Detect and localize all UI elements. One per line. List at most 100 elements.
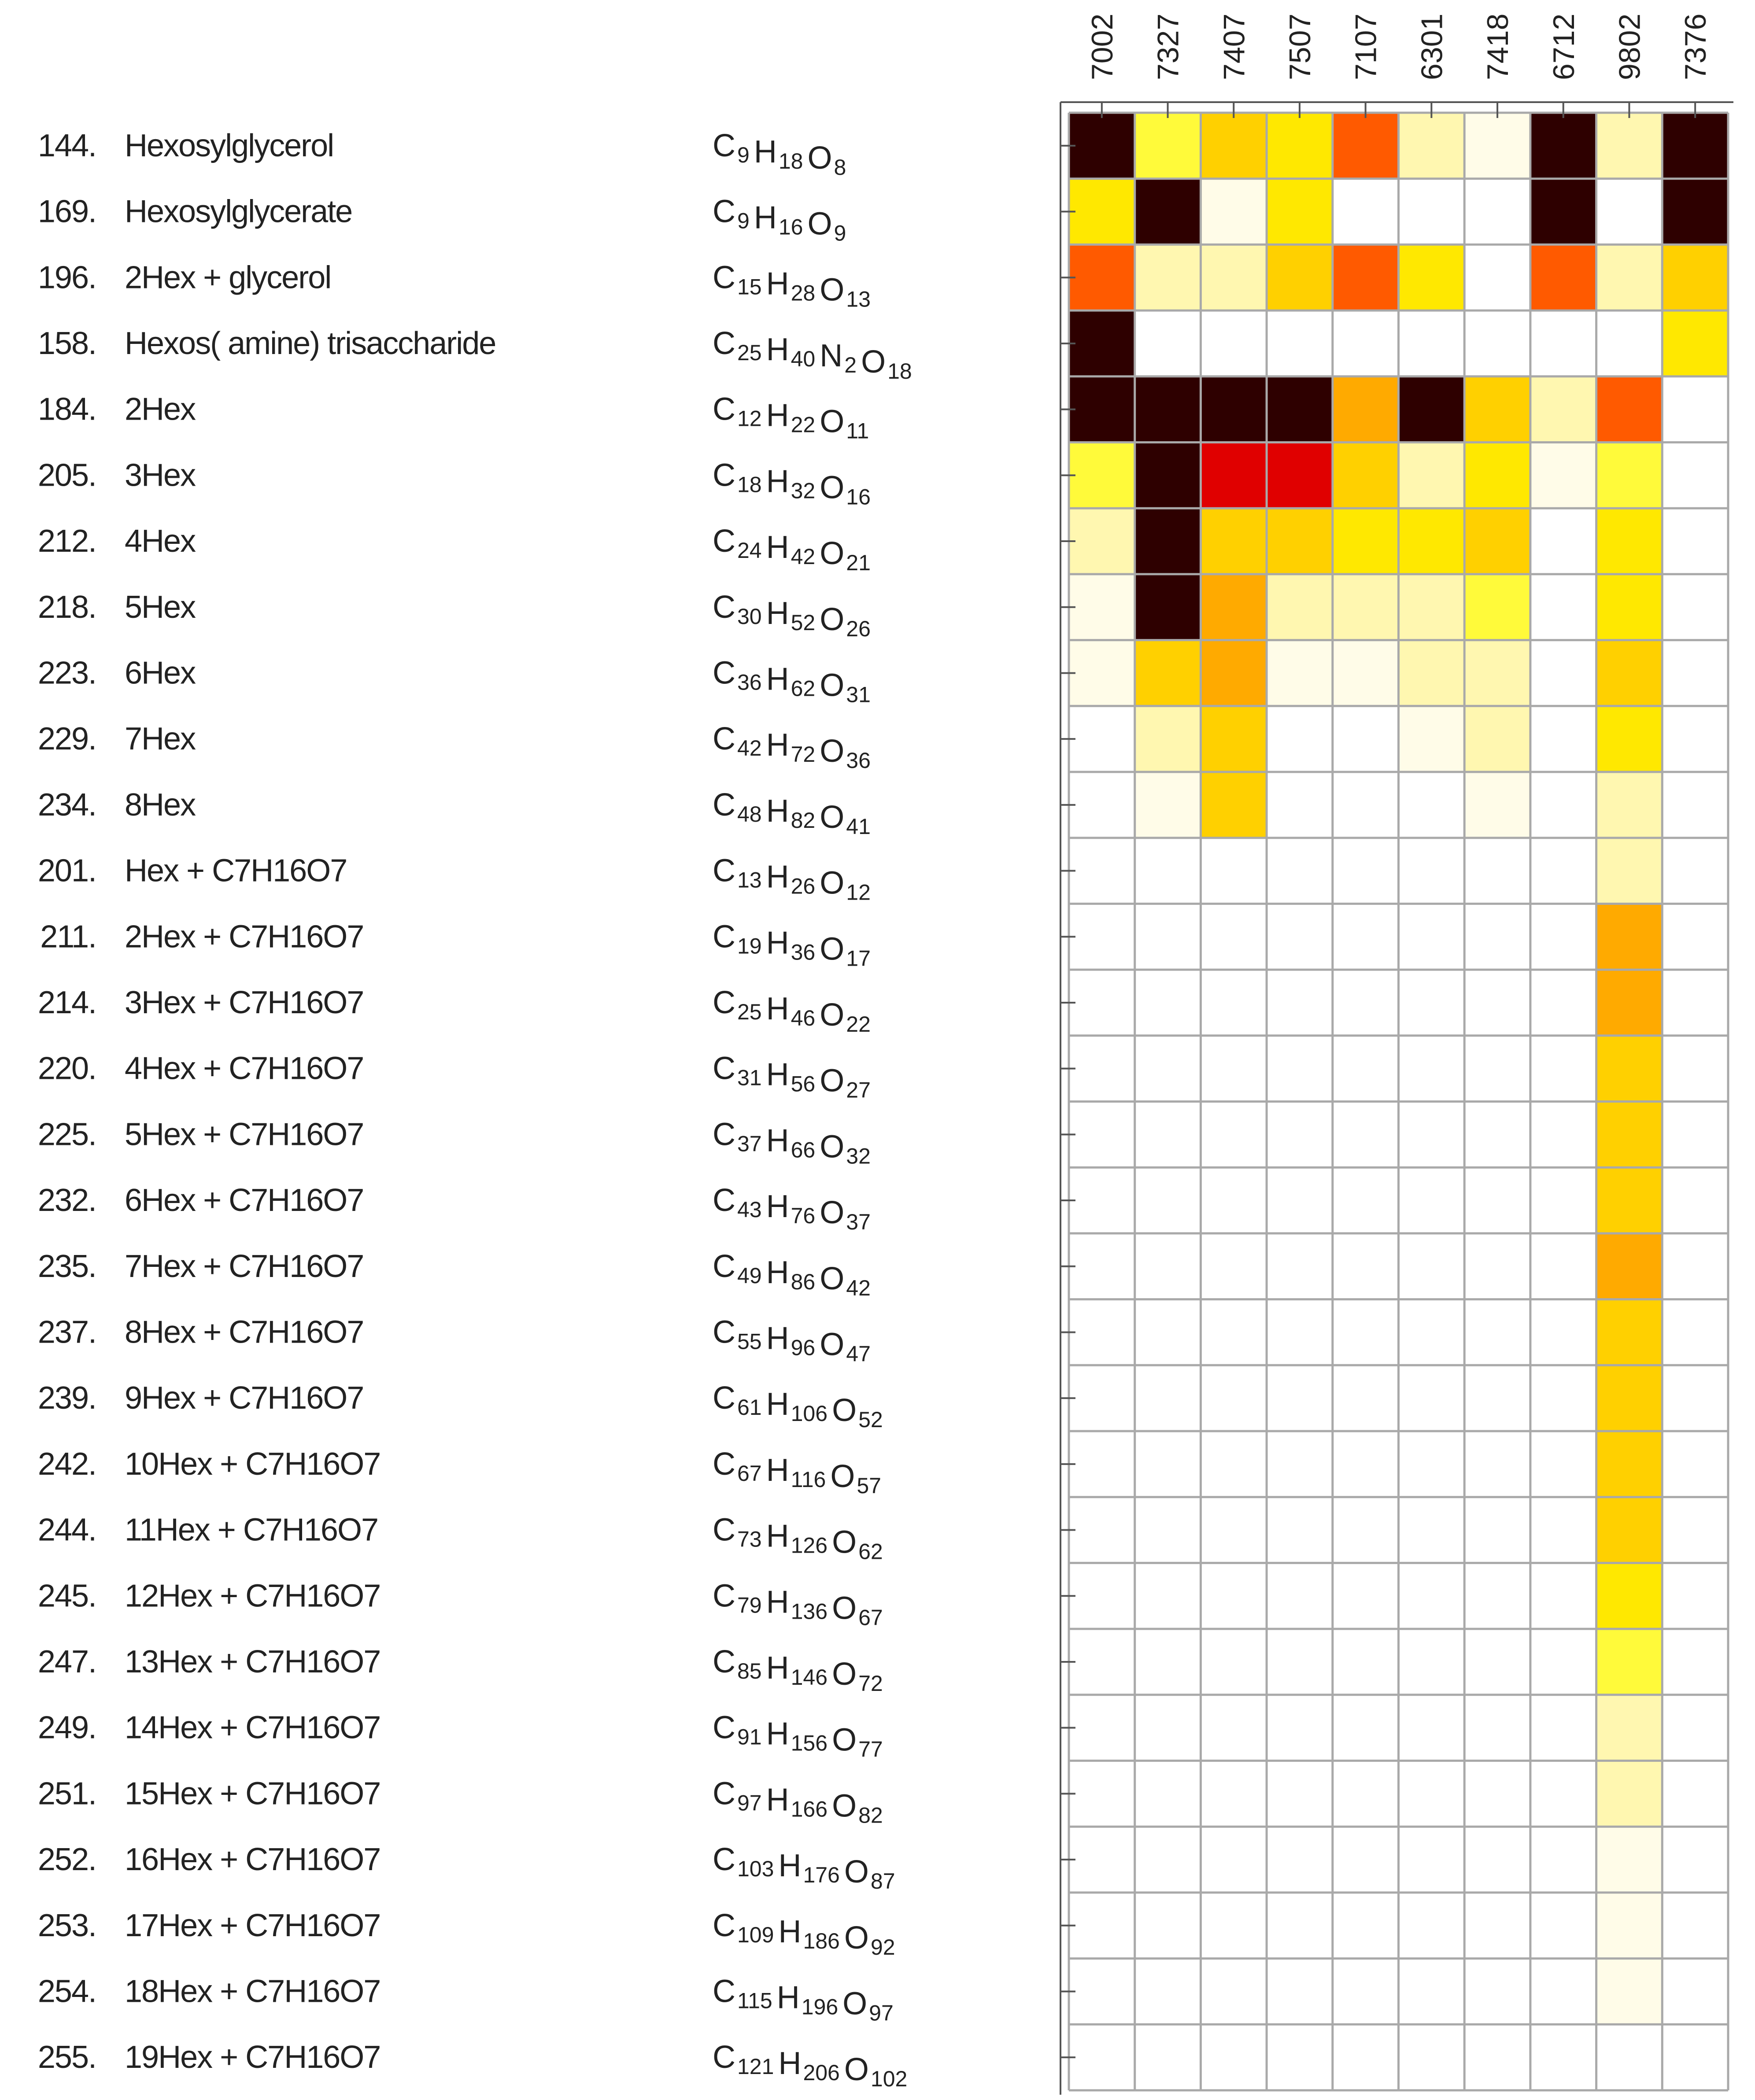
heatmap-cell-225-7376 (1662, 1101, 1728, 1168)
heatmap-cell-220-7418 (1464, 1035, 1530, 1102)
heatmap-cell-169-6301 (1398, 178, 1465, 245)
heatmap-cell-251-9802 (1596, 1760, 1663, 1827)
row-label: Hexos( amine) trisaccharide (125, 326, 495, 361)
heatmap-cell-237-7407 (1201, 1299, 1267, 1366)
row-number: 201. (38, 853, 96, 889)
heatmap-cell-234-9802 (1596, 772, 1663, 838)
heatmap-cell-223-7002 (1069, 640, 1135, 706)
heatmap-cell-247-6712 (1530, 1629, 1596, 1695)
heatmap-cell-253-6712 (1530, 1892, 1596, 1959)
heatmap-cell-245-7002 (1069, 1563, 1135, 1629)
heatmap-cell-239-7376 (1662, 1365, 1728, 1431)
heatmap-cell-223-6301 (1398, 640, 1465, 706)
heatmap-cell-144-7327 (1134, 113, 1201, 179)
row-label: 18Hex + C7H16O7 (125, 1974, 380, 2009)
heatmap-cell-232-6712 (1530, 1167, 1596, 1233)
heatmap-cell-212-7418 (1464, 508, 1530, 574)
row-formula: C49 H86 O42 (713, 1249, 871, 1300)
heatmap-cell-218-7507 (1267, 574, 1333, 640)
heatmap-cell-242-7002 (1069, 1431, 1135, 1497)
row-number: 205. (38, 458, 96, 493)
row-label: 3Hex + C7H16O7 (125, 985, 363, 1020)
heatmap-cell-252-7507 (1267, 1827, 1333, 1893)
heatmap-cell-223-7407 (1201, 640, 1267, 706)
heatmap-cell-205-7376 (1662, 442, 1728, 509)
row-label: 11Hex + C7H16O7 (125, 1513, 378, 1548)
row-number: 245. (38, 1578, 96, 1613)
row-label: 2Hex + glycerol (125, 260, 331, 295)
heatmap-cell-237-9802 (1596, 1299, 1663, 1366)
heatmap-cell-169-7327 (1134, 178, 1201, 245)
heatmap-cell-247-7002 (1069, 1629, 1135, 1695)
row-formula: C109 H186 O92 (713, 1908, 895, 1960)
heatmap-cell-249-7327 (1134, 1694, 1201, 1761)
heatmap-cell-211-9802 (1596, 904, 1663, 970)
heatmap-cell-245-7407 (1201, 1563, 1267, 1629)
heatmap-cell-234-7407 (1201, 772, 1267, 838)
row-label: 16Hex + C7H16O7 (125, 1842, 380, 1877)
row-number: 244. (38, 1513, 96, 1548)
heatmap-cell-169-7107 (1332, 178, 1399, 245)
heatmap-cell-254-7107 (1332, 1958, 1399, 2025)
row-labels: 144. Hexosylglycerol 169. Hexosylglycerate 1… (38, 128, 496, 2075)
heatmap-cell-237-6301 (1398, 1299, 1465, 1366)
row-label: 8Hex + C7H16O7 (125, 1314, 363, 1350)
heatmap-cell-214-9802 (1596, 970, 1663, 1036)
heatmap-cell-247-7407 (1201, 1629, 1267, 1695)
heatmap-cell-252-7107 (1332, 1827, 1399, 1893)
heatmap-cell-223-7107 (1332, 640, 1399, 706)
heatmap-cell-158-9802 (1596, 310, 1663, 376)
row-number: 249. (38, 1710, 96, 1746)
heatmap-cell-144-9802 (1596, 113, 1663, 179)
heatmap-cell-242-7107 (1332, 1431, 1399, 1497)
heatmap-cell-251-7507 (1267, 1760, 1333, 1827)
heatmap-cell-252-7327 (1134, 1827, 1201, 1893)
heatmap-cell-247-7418 (1464, 1629, 1530, 1695)
column-label: 7407 (1217, 14, 1251, 80)
column-label: 9802 (1613, 14, 1646, 80)
heatmap-cell-212-7002 (1069, 508, 1135, 574)
heatmap-cell-253-6301 (1398, 1892, 1465, 1959)
heatmap-cell-214-6301 (1398, 970, 1465, 1036)
row-number: 255. (38, 2040, 96, 2075)
row-number: 196. (38, 260, 96, 295)
row-formula: C24 H42 O21 (713, 524, 871, 575)
heatmap-cell-254-7376 (1662, 1958, 1728, 2025)
heatmap-cell-169-7002 (1069, 178, 1135, 245)
row-number: 237. (38, 1314, 96, 1350)
heatmap-cell-249-6301 (1398, 1694, 1465, 1761)
heatmap-cell-239-7327 (1134, 1365, 1201, 1431)
heatmap-cell-220-7002 (1069, 1035, 1135, 1102)
row-label: 5Hex + C7H16O7 (125, 1117, 363, 1152)
heatmap-cell-205-6712 (1530, 442, 1596, 509)
row-formula: C115 H196 O97 (713, 1974, 894, 2025)
row-formulas: C9 H18 O8 C9 H16 O9 C15 H28 O13 C25 H40 N2 O18 C12 H22… (713, 128, 912, 2091)
row-number: 225. (38, 1117, 96, 1152)
heatmap-cell-247-7376 (1662, 1629, 1728, 1695)
row-number: 234. (38, 787, 96, 823)
heatmap-cell-229-7376 (1662, 706, 1728, 772)
row-formula: C48 H82 O41 (713, 787, 871, 839)
row-label: 9Hex + C7H16O7 (125, 1380, 363, 1416)
heatmap-cell-158-7407 (1201, 310, 1267, 376)
heatmap-cell-242-6301 (1398, 1431, 1465, 1497)
row-number: 214. (38, 985, 96, 1020)
heatmap-cell-212-6301 (1398, 508, 1465, 574)
heatmap-cell-232-7407 (1201, 1167, 1267, 1233)
heatmap-cell-254-7407 (1201, 1958, 1267, 2025)
heatmap-cell-169-9802 (1596, 178, 1663, 245)
row-label: 2Hex (125, 392, 196, 427)
heatmap-cell-245-6712 (1530, 1563, 1596, 1629)
heatmap-ticks (1060, 101, 1733, 2095)
heatmap-cell-245-7376 (1662, 1563, 1728, 1629)
heatmap-cell-234-7418 (1464, 772, 1530, 838)
heatmap-cell-254-7002 (1069, 1958, 1135, 2025)
row-label: 4Hex (125, 524, 196, 559)
row-formula: C12 H22 O11 (713, 392, 869, 443)
row-label: 13Hex + C7H16O7 (125, 1644, 380, 1679)
heatmap-cell-234-6301 (1398, 772, 1465, 838)
heatmap-cell-244-7407 (1201, 1497, 1267, 1563)
row-number: 158. (38, 326, 96, 361)
row-formula: C15 H28 O13 (713, 260, 871, 311)
heatmap-cell-225-9802 (1596, 1101, 1663, 1168)
